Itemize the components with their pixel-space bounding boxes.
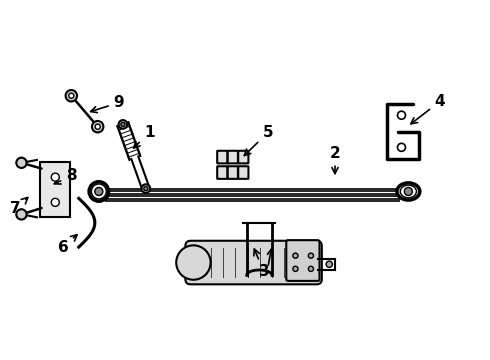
Text: 9: 9 xyxy=(91,95,124,113)
Text: 5: 5 xyxy=(245,125,273,156)
Ellipse shape xyxy=(400,185,416,198)
Circle shape xyxy=(397,111,406,119)
Circle shape xyxy=(95,188,103,195)
FancyBboxPatch shape xyxy=(185,241,322,284)
Circle shape xyxy=(95,124,100,129)
Circle shape xyxy=(144,186,148,190)
FancyBboxPatch shape xyxy=(286,240,319,281)
Circle shape xyxy=(308,253,314,258)
Ellipse shape xyxy=(89,182,109,201)
Text: 1: 1 xyxy=(134,125,154,148)
Circle shape xyxy=(16,209,26,220)
FancyBboxPatch shape xyxy=(217,166,227,179)
Text: 8: 8 xyxy=(54,168,76,184)
Circle shape xyxy=(16,158,26,168)
Text: 6: 6 xyxy=(58,235,77,255)
Text: 2: 2 xyxy=(330,145,341,174)
Circle shape xyxy=(308,266,314,271)
FancyBboxPatch shape xyxy=(238,166,248,179)
FancyBboxPatch shape xyxy=(228,166,238,179)
Ellipse shape xyxy=(397,183,420,200)
FancyBboxPatch shape xyxy=(217,151,227,163)
Circle shape xyxy=(293,253,298,258)
Circle shape xyxy=(293,266,298,271)
Circle shape xyxy=(397,143,406,151)
Circle shape xyxy=(404,188,413,195)
Text: 7: 7 xyxy=(10,198,28,216)
Circle shape xyxy=(176,246,211,280)
Circle shape xyxy=(69,93,74,98)
Bar xyxy=(40,162,70,217)
Text: 3: 3 xyxy=(254,249,269,279)
Circle shape xyxy=(92,121,103,132)
Circle shape xyxy=(119,120,127,129)
Circle shape xyxy=(51,173,59,181)
Circle shape xyxy=(142,184,150,193)
Text: 4: 4 xyxy=(411,94,445,124)
Circle shape xyxy=(121,122,125,126)
Circle shape xyxy=(326,261,332,267)
Ellipse shape xyxy=(91,184,106,199)
FancyBboxPatch shape xyxy=(238,151,248,163)
Circle shape xyxy=(51,198,59,206)
Circle shape xyxy=(66,90,77,102)
FancyBboxPatch shape xyxy=(228,151,238,163)
